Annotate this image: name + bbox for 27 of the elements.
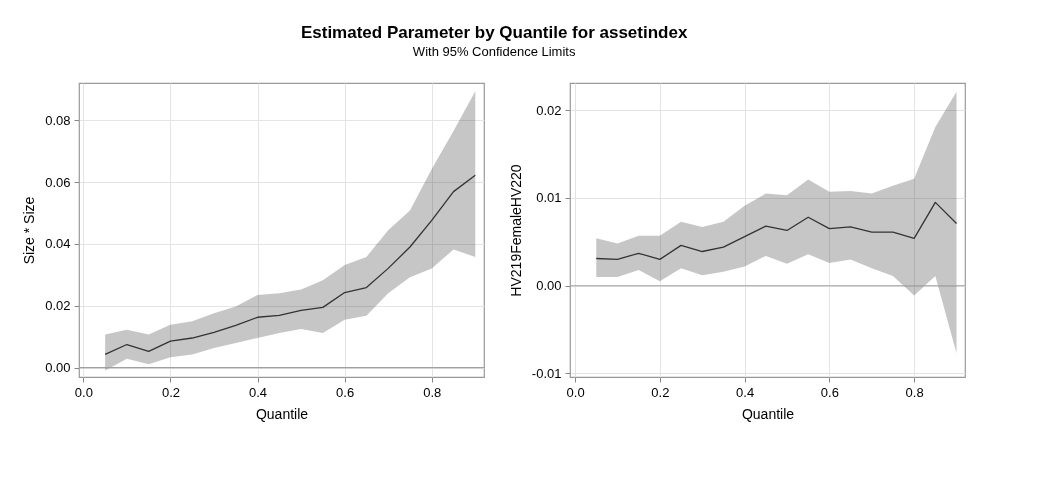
line-series: [595, 201, 958, 261]
x-tick-label: 0.0: [74, 384, 93, 400]
x-tick-label: 0.8: [905, 384, 924, 400]
y-tick-label: 0.02: [45, 298, 71, 314]
y-axis-title: HV219FemaleHV220: [507, 164, 524, 297]
x-axis-title: Quantile: [741, 405, 795, 422]
x-tick-label: 0.4: [736, 384, 755, 400]
y-tick-label: 0.06: [45, 174, 71, 190]
line-series: [104, 174, 476, 356]
chart-subtitle: With 95% Confidence Limits: [412, 44, 576, 60]
y-tick-label: 0.00: [536, 278, 562, 294]
y-tick-label: 0.08: [45, 112, 71, 128]
y-tick-label: 0.00: [45, 360, 71, 376]
y-tick-label: 0.04: [45, 236, 71, 252]
x-tick-label: 0.6: [820, 384, 839, 400]
x-tick-label: 0.2: [161, 384, 180, 400]
x-tick-label: 0.0: [566, 384, 585, 400]
chart-title: Estimated Parameter by Quantile for assetindex: [300, 23, 688, 43]
x-tick-label: 0.4: [249, 384, 268, 400]
x-axis-title: Quantile: [255, 405, 309, 422]
y-tick-label: 0.02: [536, 102, 562, 118]
y-axis-title: Size * Size: [21, 196, 38, 265]
x-tick-label: 0.6: [336, 384, 355, 400]
x-tick-label: 0.2: [651, 384, 670, 400]
x-tick-label: 0.8: [423, 384, 442, 400]
y-tick-label: 0.01: [536, 190, 562, 206]
y-tick-label: -0.01: [531, 365, 562, 381]
